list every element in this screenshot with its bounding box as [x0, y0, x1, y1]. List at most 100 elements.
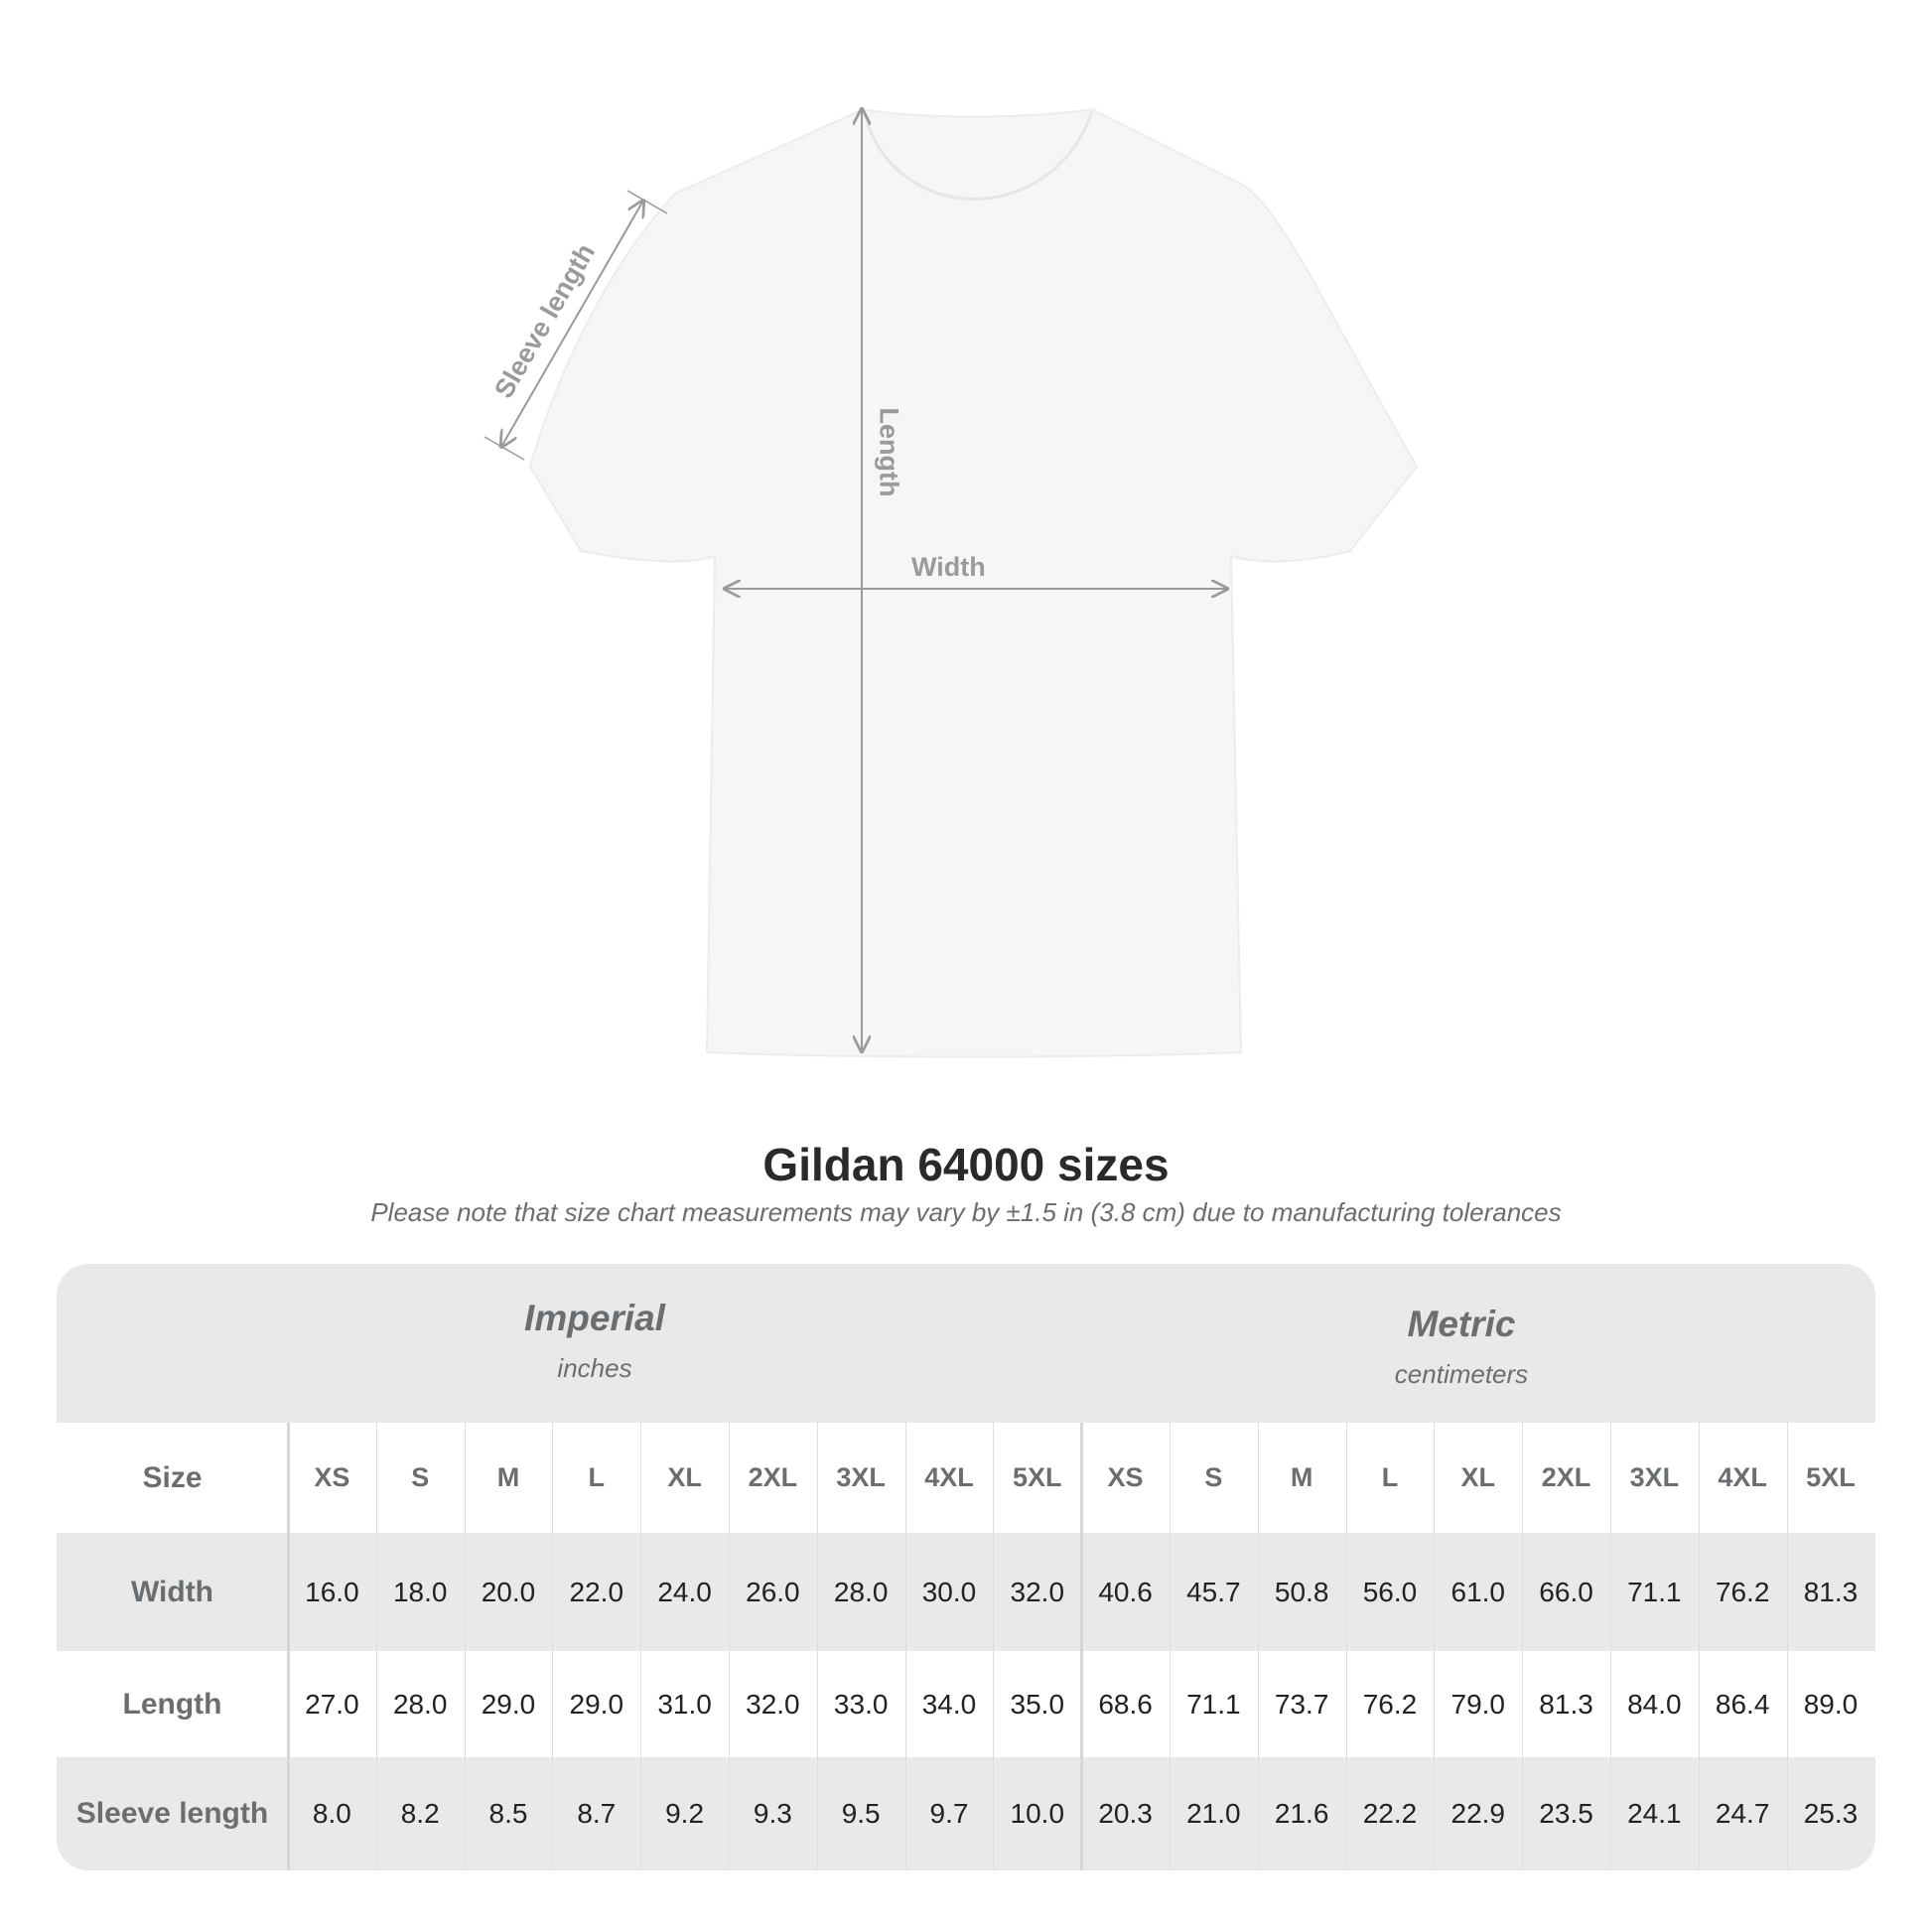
column-divider: [1257, 1423, 1259, 1870]
column-divider: [1610, 1423, 1611, 1870]
imperial-value-cell: 9.3: [753, 1798, 792, 1829]
column-divider: [729, 1423, 730, 1870]
metric-value-cell: 81.3: [1539, 1688, 1593, 1720]
imperial-size-header: XS: [314, 1462, 350, 1492]
page-title: Gildan 64000 sizes: [762, 1139, 1170, 1190]
imperial-value-cell: 27.0: [305, 1688, 359, 1720]
column-divider: [1170, 1423, 1171, 1870]
column-divider: [552, 1423, 554, 1870]
imperial-size-header: 3XL: [836, 1462, 886, 1492]
metric-size-header: 5XL: [1806, 1462, 1856, 1492]
metric-value-cell: 22.9: [1450, 1798, 1506, 1829]
header-band: [57, 1264, 1875, 1423]
metric-value-cell: 40.6: [1098, 1576, 1153, 1607]
imperial-value-cell: 8.0: [312, 1798, 351, 1829]
metric-value-cell: 20.3: [1098, 1798, 1153, 1829]
metric-size-header: M: [1290, 1462, 1313, 1492]
imperial-value-cell: 8.7: [577, 1798, 617, 1829]
metric-size-header: XS: [1107, 1462, 1144, 1492]
size-label: Size: [142, 1460, 203, 1494]
imperial-value-cell: 29.0: [481, 1688, 536, 1720]
imperial-value-cell: 26.0: [746, 1576, 800, 1607]
imperial-value-cell: 28.0: [833, 1576, 889, 1607]
metric-value-cell: 23.5: [1539, 1798, 1593, 1829]
imperial-value-cell: 32.0: [1010, 1576, 1065, 1607]
tshirt-shape: [528, 107, 1419, 1058]
imperial-value-cell: 30.0: [921, 1576, 977, 1607]
imperial-value-cell: 31.0: [657, 1688, 712, 1720]
row-band: [57, 1533, 1875, 1651]
sleeve-arrow: [501, 201, 643, 447]
table-row: Length 27.0 28.0 29.0 29.0 31.0 32.0 33.0 34.0 3…: [57, 1651, 1875, 1757]
column-divider: [464, 1423, 466, 1870]
imperial-size-header: L: [588, 1462, 606, 1492]
metric-value-cell: 66.0: [1539, 1576, 1593, 1607]
imperial-value-cell: 9.5: [841, 1798, 881, 1829]
column-divider: [640, 1423, 642, 1870]
metric-value-cell: 79.0: [1450, 1688, 1506, 1720]
metric-value-cell: 68.6: [1098, 1688, 1153, 1720]
sleeve-tick-bottom: [483, 436, 525, 461]
metric-unit: centimeters: [1394, 1359, 1529, 1389]
imperial-value-cell: 28.0: [392, 1688, 448, 1720]
imperial-size-header: XL: [667, 1462, 702, 1492]
column-divider: [1434, 1423, 1436, 1870]
row-label: Length: [122, 1687, 222, 1721]
metric-value-cell: 76.2: [1362, 1688, 1418, 1720]
size-table: Imperial inches Metric centimeters Size …: [57, 1264, 1875, 1870]
metric-value-cell: 76.2: [1715, 1576, 1770, 1607]
metric-value-cell: 45.7: [1186, 1576, 1241, 1607]
imperial-unit: inches: [557, 1353, 632, 1383]
metric-size-header: 4XL: [1718, 1462, 1767, 1492]
metric-value-cell: 24.1: [1627, 1798, 1682, 1829]
imperial-value-cell: 34.0: [921, 1688, 977, 1720]
metric-size-header: 3XL: [1629, 1462, 1680, 1492]
imperial-value-cell: 9.7: [929, 1798, 969, 1829]
metric-value-cell: 81.3: [1803, 1576, 1859, 1607]
metric-value-cell: 56.0: [1362, 1576, 1418, 1607]
imperial-value-cell: 32.0: [746, 1688, 800, 1720]
metric-size-header: XL: [1460, 1462, 1496, 1492]
imperial-value-cell: 20.0: [481, 1576, 536, 1607]
tshirt-collar: [862, 110, 1094, 201]
width-label: Width: [911, 552, 986, 582]
metric-value-cell: 21.0: [1186, 1798, 1241, 1829]
metric-title: Metric: [1407, 1304, 1516, 1344]
metric-value-cell: 84.0: [1627, 1688, 1682, 1720]
row-band: [57, 1757, 1875, 1870]
tshirt-diagram: [483, 0, 1419, 1058]
row-label: Width: [130, 1575, 214, 1608]
metric-value-cell: 61.0: [1450, 1576, 1506, 1607]
metric-value-cell: 73.7: [1274, 1688, 1329, 1720]
metric-size-header: 2XL: [1541, 1462, 1591, 1492]
column-divider: [1345, 1423, 1347, 1870]
imperial-value-cell: 9.2: [665, 1798, 705, 1829]
imperial-header: Imperial inches: [346, 1298, 843, 1384]
imperial-title: Imperial: [524, 1298, 665, 1338]
metric-value-cell: 24.7: [1715, 1798, 1770, 1829]
metric-size-header: L: [1381, 1462, 1399, 1492]
metric-value-cell: 89.0: [1803, 1688, 1859, 1720]
column-divider: [287, 1423, 290, 1870]
table-row: Sleeve length 8.0 8.2 8.5 8.7 9.2 9.3 9.5 9.7 10…: [57, 1757, 1875, 1870]
metric-value-cell: 21.6: [1274, 1798, 1329, 1829]
imperial-size-header: 4XL: [924, 1462, 974, 1492]
imperial-value-cell: 8.5: [488, 1798, 528, 1829]
size-row: Size XS S M L XL 2XL 3XL 4XL 5XL XS S M L XL 2XL 3XL 4XL…: [57, 1423, 1875, 1533]
column-divider: [375, 1423, 377, 1870]
imperial-value-cell: 10.0: [1010, 1798, 1065, 1829]
column-divider: [1080, 1423, 1084, 1870]
metric-value-cell: 71.1: [1186, 1688, 1241, 1720]
metric-value-cell: 50.8: [1274, 1576, 1329, 1607]
row-label: Sleeve length: [75, 1797, 269, 1830]
column-divider: [993, 1423, 995, 1870]
column-divider: [1522, 1423, 1524, 1870]
imperial-value-cell: 22.0: [569, 1576, 624, 1607]
column-divider: [1786, 1423, 1788, 1870]
sleeve-tick-top: [626, 190, 668, 214]
imperial-value-cell: 29.0: [569, 1688, 624, 1720]
metric-value-cell: 25.3: [1803, 1798, 1859, 1829]
imperial-value-cell: 8.2: [400, 1798, 440, 1829]
metric-size-header: S: [1204, 1462, 1223, 1492]
column-divider: [1698, 1423, 1700, 1870]
